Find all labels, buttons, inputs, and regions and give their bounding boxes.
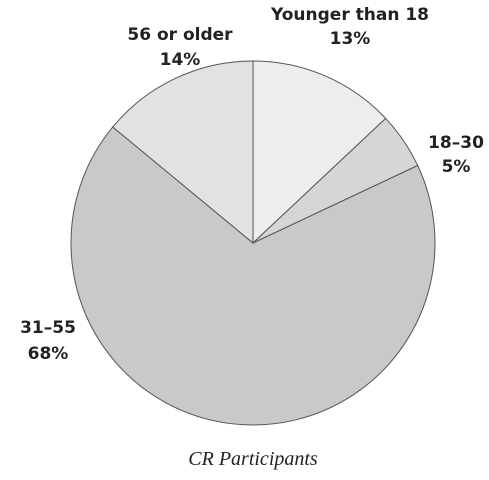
slice-label: Younger than 18 xyxy=(270,5,429,25)
slice-value-label: 13% xyxy=(330,29,371,49)
slice-value-label: 14% xyxy=(160,50,201,70)
chart-title: CR Participants xyxy=(188,448,318,470)
pie-slice xyxy=(112,60,254,245)
pie-slice xyxy=(70,126,436,426)
slice-label: 18–30 xyxy=(428,133,484,153)
slice-value-label: 5% xyxy=(442,157,471,177)
pie-slice xyxy=(252,60,387,245)
slice-value-label: 68% xyxy=(28,344,69,364)
slice-label: 56 or older xyxy=(127,25,233,45)
slice-label: 31–55 xyxy=(20,318,76,338)
